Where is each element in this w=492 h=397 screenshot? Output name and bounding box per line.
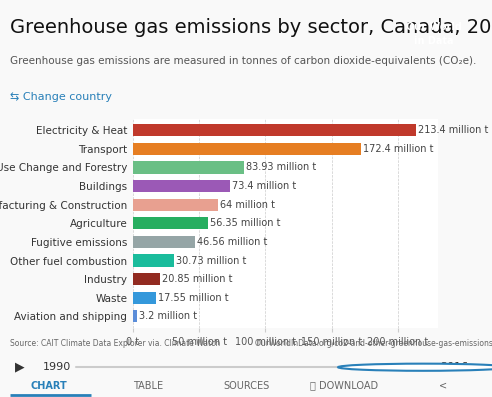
- Text: 56.35 million t: 56.35 million t: [210, 218, 280, 228]
- Text: OurWorldInData.org/co2-and-other-greenhouse-gas-emissions • CC BY: OurWorldInData.org/co2-and-other-greenho…: [255, 339, 492, 349]
- Text: CHART: CHART: [31, 381, 67, 391]
- Text: Greenhouse gas emissions by sector, Canada, 2016: Greenhouse gas emissions by sector, Cana…: [10, 18, 492, 37]
- Text: 73.4 million t: 73.4 million t: [232, 181, 296, 191]
- Text: 46.56 million t: 46.56 million t: [197, 237, 267, 247]
- Bar: [133, 198, 218, 211]
- Text: 64 million t: 64 million t: [220, 200, 275, 210]
- Text: TABLE: TABLE: [132, 381, 163, 391]
- Text: 2016: 2016: [440, 362, 468, 372]
- Text: 20.85 million t: 20.85 million t: [162, 274, 233, 284]
- Bar: [133, 310, 137, 322]
- Text: ▶: ▶: [15, 361, 24, 374]
- Bar: [133, 143, 362, 155]
- Text: 17.55 million t: 17.55 million t: [158, 293, 229, 303]
- Text: SOURCES: SOURCES: [223, 381, 269, 391]
- Bar: [133, 236, 195, 248]
- Bar: [133, 162, 244, 173]
- Text: 83.93 million t: 83.93 million t: [246, 162, 316, 172]
- Circle shape: [338, 364, 492, 371]
- Text: Source: CAIT Climate Data Explorer via. Climate Watch: Source: CAIT Climate Data Explorer via. …: [10, 339, 220, 349]
- Text: <: <: [439, 381, 447, 391]
- Bar: [133, 273, 160, 285]
- Text: ⤓ DOWNLOAD: ⤓ DOWNLOAD: [310, 381, 378, 391]
- Text: Greenhouse gas emissions are measured in tonnes of carbon dioxide-equivalents (C: Greenhouse gas emissions are measured in…: [10, 56, 476, 66]
- Text: 30.73 million t: 30.73 million t: [176, 256, 246, 266]
- Text: 1990: 1990: [43, 362, 71, 372]
- Text: ⇆ Change country: ⇆ Change country: [10, 93, 112, 102]
- Text: 3.2 million t: 3.2 million t: [139, 311, 197, 321]
- Text: 172.4 million t: 172.4 million t: [364, 144, 434, 154]
- Bar: [133, 254, 174, 266]
- Bar: [133, 180, 230, 192]
- Text: 213.4 million t: 213.4 million t: [418, 125, 488, 135]
- Bar: [133, 124, 416, 136]
- Bar: [133, 217, 208, 229]
- Bar: [133, 292, 156, 304]
- Text: Our World
in Data: Our World in Data: [406, 22, 462, 46]
